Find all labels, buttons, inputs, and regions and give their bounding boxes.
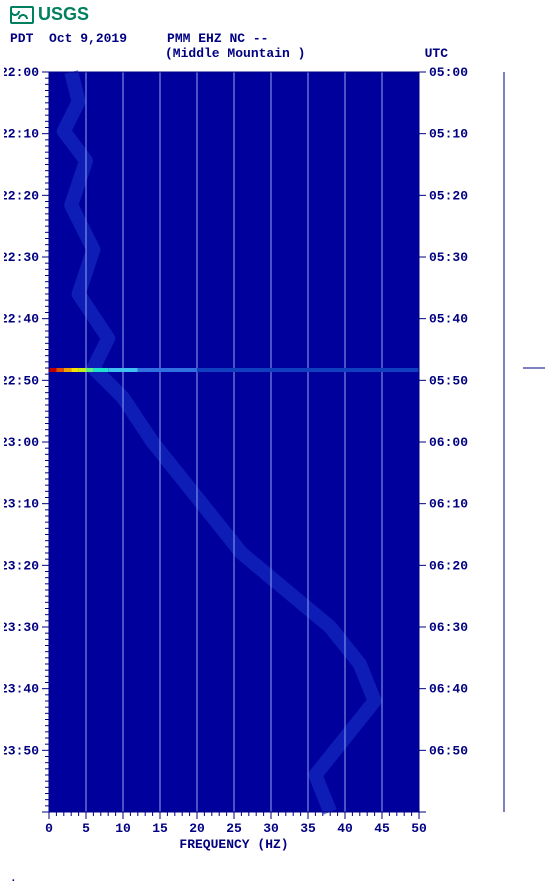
y-tick-label-right: 05:40 xyxy=(429,312,468,327)
event-seg xyxy=(86,368,93,372)
y-tick-label-left: 22:00 xyxy=(4,67,39,80)
event-seg xyxy=(138,368,197,372)
y-tick-label-right: 05:50 xyxy=(429,373,468,388)
x-axis-label: FREQUENCY (HZ) xyxy=(179,837,288,852)
event-seg xyxy=(49,368,56,372)
y-tick-label-left: 22:30 xyxy=(4,250,39,265)
x-tick-label: 45 xyxy=(374,821,390,836)
y-tick-label-left: 23:20 xyxy=(4,558,39,573)
y-tick-label-right: 05:00 xyxy=(429,67,468,80)
x-tick-label: 40 xyxy=(337,821,353,836)
wave-icon xyxy=(10,6,34,24)
x-tick-label: 10 xyxy=(115,821,131,836)
hdr-tz-left: PDT xyxy=(10,31,33,46)
x-tick-label: 25 xyxy=(226,821,242,836)
y-tick-label-right: 06:00 xyxy=(429,435,468,450)
event-seg xyxy=(197,368,419,372)
x-tick-label: 30 xyxy=(263,821,279,836)
y-tick-label-left: 23:40 xyxy=(4,682,39,697)
x-tick-label: 0 xyxy=(45,821,53,836)
header-titles-2: (Middle Mountain ) UTC xyxy=(10,46,548,61)
footer-dot: . xyxy=(10,873,548,885)
hdr-station: PMM EHZ NC -- xyxy=(167,31,268,46)
event-seg xyxy=(56,368,63,372)
header-titles: PDT Oct 9,2019 PMM EHZ NC -- xyxy=(10,31,548,46)
y-tick-label-left: 23:50 xyxy=(4,743,39,758)
x-tick-label: 5 xyxy=(82,821,90,836)
x-tick-label: 15 xyxy=(152,821,168,836)
y-tick-label-left: 23:00 xyxy=(4,435,39,450)
hdr-site: (Middle Mountain ) xyxy=(165,46,305,61)
y-tick-label-right: 06:20 xyxy=(429,558,468,573)
y-tick-label-right: 06:30 xyxy=(429,620,468,635)
x-tick-label: 20 xyxy=(189,821,205,836)
usgs-logo: USGS xyxy=(10,4,548,25)
y-tick-label-left: 22:40 xyxy=(4,312,39,327)
event-seg xyxy=(93,368,108,372)
x-tick-label: 50 xyxy=(411,821,427,836)
y-tick-label-right: 05:30 xyxy=(429,250,468,265)
y-tick-label-right: 05:10 xyxy=(429,127,468,142)
hdr-tz-right: UTC xyxy=(425,46,448,61)
event-seg xyxy=(79,368,86,372)
y-tick-label-left: 22:20 xyxy=(4,188,39,203)
y-tick-label-left: 23:10 xyxy=(4,497,39,512)
y-tick-label-right: 06:50 xyxy=(429,743,468,758)
y-tick-label-right: 05:20 xyxy=(429,188,468,203)
y-tick-label-left: 22:50 xyxy=(4,373,39,388)
x-tick-label: 35 xyxy=(300,821,316,836)
hdr-date: Oct 9,2019 xyxy=(49,31,127,46)
event-seg xyxy=(108,368,138,372)
y-tick-label-right: 06:40 xyxy=(429,682,468,697)
y-tick-label-right: 06:10 xyxy=(429,497,468,512)
logo-text: USGS xyxy=(38,4,89,25)
y-tick-label-left: 23:30 xyxy=(4,620,39,635)
spectrogram-chart: 0 5 10 15 20 25 30 35 40 45 50 FREQUENCY (HZ) 22:00 2… xyxy=(4,67,548,867)
event-seg xyxy=(71,368,78,372)
y-tick-label-left: 22:10 xyxy=(4,127,39,142)
event-seg xyxy=(64,368,71,372)
